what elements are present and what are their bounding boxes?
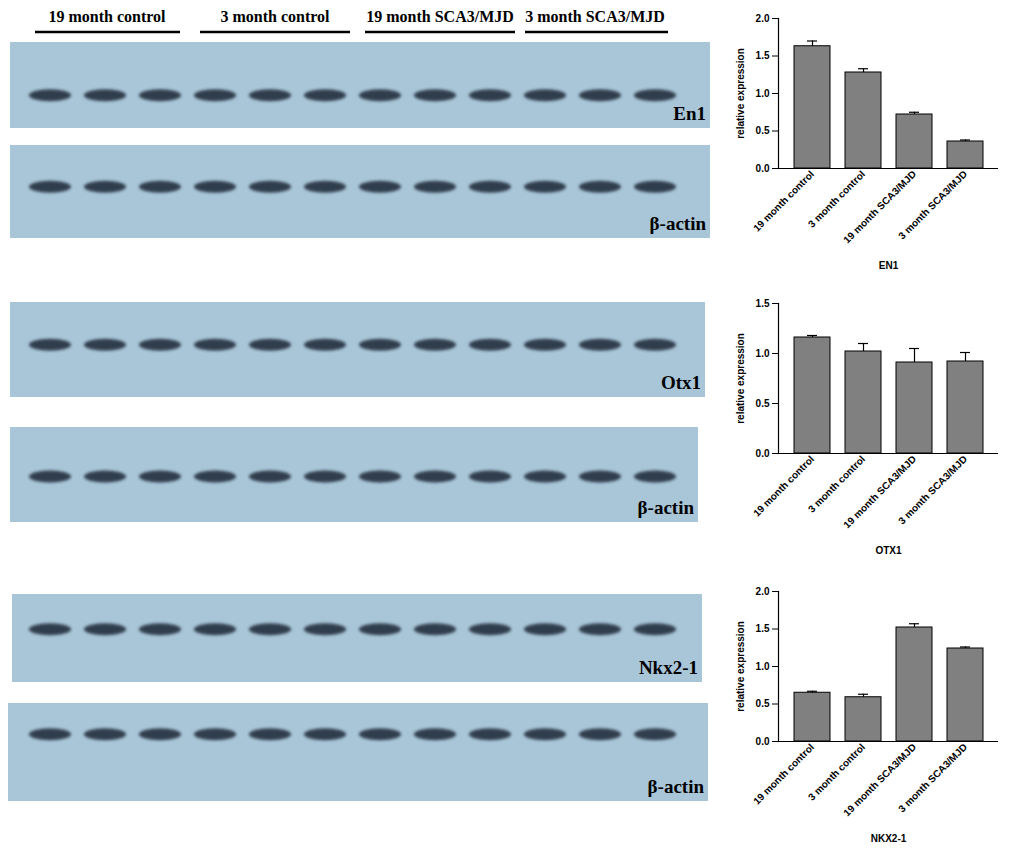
svg-text:β-actin: β-actin (638, 497, 695, 518)
svg-text:β-actin: β-actin (650, 213, 707, 234)
svg-text:3 month control: 3 month control (806, 453, 868, 515)
svg-text:Nkx2-1: Nkx2-1 (639, 657, 698, 678)
svg-text:3 month control: 3 month control (220, 8, 330, 25)
svg-text:1.5: 1.5 (756, 623, 770, 634)
svg-text:0.0: 0.0 (756, 448, 770, 459)
svg-text:0.0: 0.0 (756, 736, 770, 747)
svg-text:3 month SCA3/MJD: 3 month SCA3/MJD (896, 741, 969, 814)
svg-text:relative expression: relative expression (735, 333, 746, 424)
svg-text:relative expression: relative expression (735, 48, 746, 139)
svg-text:1.5: 1.5 (756, 50, 770, 61)
svg-text:β-actin: β-actin (648, 776, 705, 797)
svg-text:19 month SCA3/MJD: 19 month SCA3/MJD (366, 8, 514, 25)
svg-text:19 month control: 19 month control (48, 8, 166, 25)
svg-text:relative expression: relative expression (735, 621, 746, 712)
svg-text:EN1: EN1 (879, 260, 899, 271)
svg-text:3 month SCA3/MJD: 3 month SCA3/MJD (896, 453, 969, 526)
svg-text:19 month control: 19 month control (751, 453, 817, 519)
svg-text:Otx1: Otx1 (661, 372, 701, 393)
svg-text:3 month control: 3 month control (806, 168, 868, 230)
svg-text:OTX1: OTX1 (875, 545, 902, 556)
svg-text:19 month control: 19 month control (751, 168, 817, 234)
svg-text:3 month SCA3/MJD: 3 month SCA3/MJD (896, 168, 969, 241)
svg-text:1.5: 1.5 (756, 298, 770, 309)
svg-text:3 month control: 3 month control (806, 741, 868, 803)
svg-text:0.5: 0.5 (756, 398, 770, 409)
svg-text:0.0: 0.0 (756, 163, 770, 174)
svg-text:19 month SCA3/MJD: 19 month SCA3/MJD (841, 453, 919, 531)
svg-text:0.5: 0.5 (756, 698, 770, 709)
svg-text:0.5: 0.5 (756, 125, 770, 136)
svg-text:19 month SCA3/MJD: 19 month SCA3/MJD (841, 741, 919, 819)
svg-text:1.0: 1.0 (756, 661, 770, 672)
svg-text:3 month SCA3/MJD: 3 month SCA3/MJD (525, 8, 665, 25)
svg-text:19 month control: 19 month control (751, 741, 817, 807)
svg-text:19 month SCA3/MJD: 19 month SCA3/MJD (841, 168, 919, 246)
svg-text:2.0: 2.0 (756, 13, 770, 24)
svg-text:1.0: 1.0 (756, 88, 770, 99)
svg-text:2.0: 2.0 (756, 586, 770, 597)
svg-text:NKX2-1: NKX2-1 (871, 833, 907, 844)
svg-text:1.0: 1.0 (756, 348, 770, 359)
svg-text:En1: En1 (673, 103, 706, 124)
